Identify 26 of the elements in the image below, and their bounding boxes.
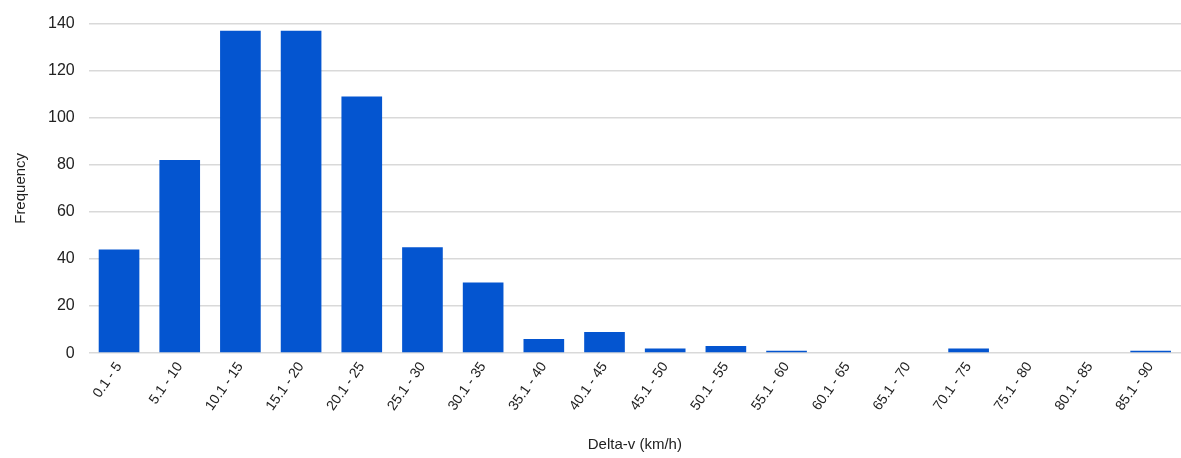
y-tick-label: 140 xyxy=(47,14,75,32)
bar xyxy=(220,30,261,353)
y-tick-label: 80 xyxy=(56,155,75,173)
x-tick-label: 5.1 - 10 xyxy=(145,358,186,407)
x-tick-label: 75.1 - 80 xyxy=(990,358,1036,414)
y-tick-label: 60 xyxy=(56,202,75,220)
bar xyxy=(523,338,565,353)
y-tick-label: 100 xyxy=(47,108,75,126)
bar xyxy=(341,96,383,353)
y-tick-label: 40 xyxy=(56,249,75,267)
y-tick-label: 120 xyxy=(47,61,75,79)
bar xyxy=(644,348,686,353)
bar xyxy=(159,160,201,353)
y-tick-label: 20 xyxy=(56,296,75,314)
y-tick-label: 0 xyxy=(65,343,75,361)
x-axis-title: Delta-v (km/h) xyxy=(587,435,682,453)
bar xyxy=(584,331,625,353)
bar xyxy=(402,247,443,353)
x-tick-label: 0.1 - 5 xyxy=(88,358,125,401)
bar xyxy=(280,30,322,353)
bar xyxy=(462,282,504,353)
bar xyxy=(98,249,140,353)
bar xyxy=(705,346,747,353)
x-tick-label: 70.1 - 75 xyxy=(929,358,975,414)
bar xyxy=(948,348,989,353)
y-axis-title: Frequency xyxy=(11,152,29,224)
